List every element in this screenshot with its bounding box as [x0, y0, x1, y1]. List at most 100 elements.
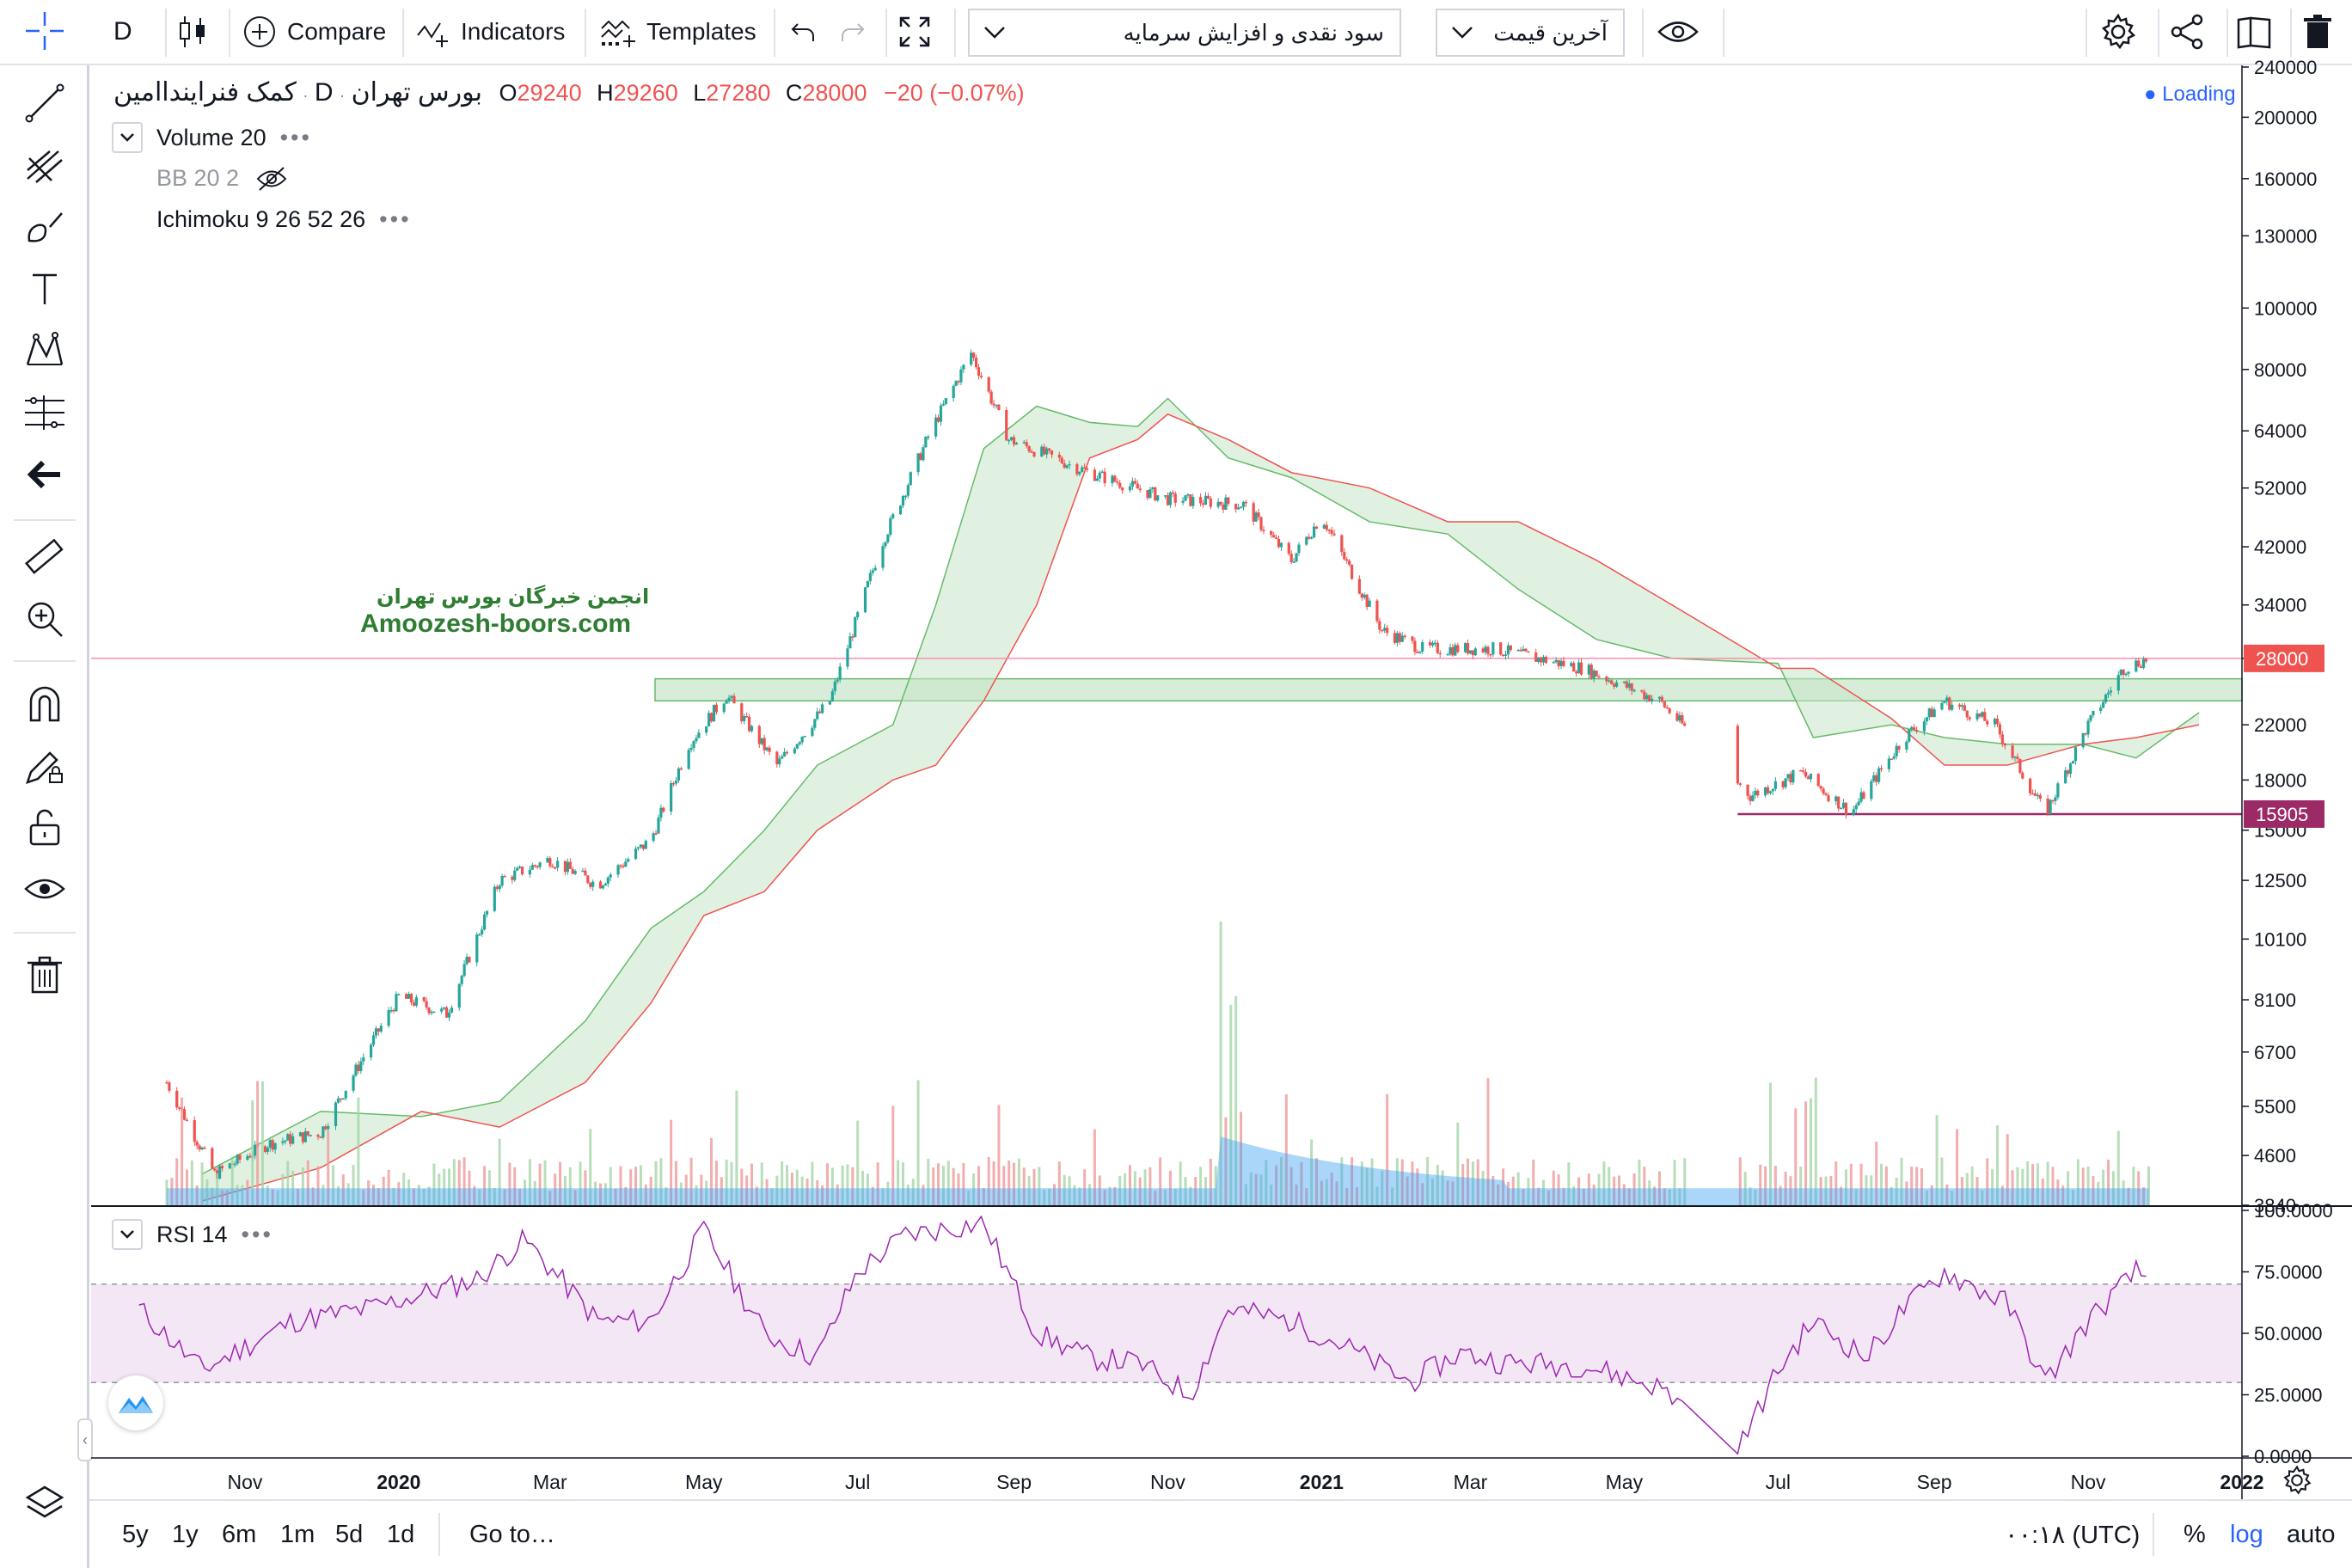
pattern-tool[interactable] — [22, 328, 67, 373]
adjustment-select[interactable]: سود نقدی و افزایش سرمایه — [968, 9, 1401, 57]
candle-body — [695, 738, 698, 742]
percent-toggle[interactable]: % — [2184, 1501, 2206, 1568]
goto-button[interactable]: Go to… — [469, 1501, 555, 1568]
bb-label[interactable]: BB 20 2 — [156, 165, 240, 191]
candle-body — [1499, 642, 1503, 655]
candle-body — [750, 726, 754, 732]
volume-bar — [952, 1167, 955, 1205]
candle-body — [1430, 642, 1435, 646]
interval-label: D — [113, 17, 132, 46]
compare-button[interactable]: Compare — [242, 0, 386, 64]
volume-bar — [1592, 1184, 1596, 1205]
range-button-5d[interactable]: 5d — [335, 1520, 364, 1548]
volume-bar — [362, 1189, 365, 1205]
more-icon[interactable]: ••• — [279, 124, 312, 150]
object-tree-button[interactable] — [22, 1480, 67, 1525]
volume-bar — [2111, 1171, 2115, 1205]
hide-drawings-tool[interactable] — [22, 867, 67, 911]
indicators-button[interactable]: Indicators — [416, 0, 565, 64]
stay-in-drawing-tool[interactable] — [22, 743, 67, 787]
candle-body — [709, 713, 714, 722]
volume-bar — [1884, 1166, 1888, 1205]
volume-bar — [982, 1187, 985, 1205]
pitchfork-tool[interactable] — [22, 143, 67, 187]
volume-bar — [1224, 1117, 1228, 1205]
timezone-button[interactable]: ۰۰:۱۸ (UTC) — [2005, 1501, 2140, 1568]
crosshair-tool[interactable] — [22, 9, 67, 53]
candle-body — [481, 929, 484, 934]
templates-button[interactable]: Templates — [600, 0, 756, 64]
candle-body — [1395, 633, 1399, 643]
settings-button[interactable] — [2099, 0, 2137, 64]
volume-bar — [2021, 1168, 2024, 1205]
volume-bar — [1613, 1176, 1616, 1205]
volume-label[interactable]: Volume 20 — [156, 124, 266, 150]
text-tool[interactable] — [22, 266, 67, 311]
volume-bar — [1773, 1166, 1777, 1205]
volume-bar — [1148, 1167, 1152, 1205]
share-button[interactable] — [2168, 0, 2206, 64]
brush-tool[interactable] — [22, 205, 67, 249]
candle-body — [2092, 710, 2095, 716]
candle-body — [1986, 720, 1989, 725]
volume-bar — [1749, 1187, 1752, 1205]
lock-drawings-tool[interactable] — [22, 805, 67, 849]
candle-body — [740, 703, 744, 722]
more-icon[interactable]: ••• — [241, 1221, 273, 1247]
prediction-tool[interactable] — [22, 390, 67, 435]
volume-bar — [2132, 1167, 2135, 1205]
volume-bar — [357, 1097, 360, 1205]
candle-body — [997, 404, 1001, 410]
range-button-1m[interactable]: 1m — [280, 1520, 315, 1548]
range-button-1y[interactable]: 1y — [172, 1520, 199, 1548]
candle-body — [707, 713, 711, 726]
auto-toggle[interactable]: auto — [2287, 1501, 2335, 1568]
price-tick-label: 6700 — [2254, 1042, 2296, 1063]
volume-bar — [1043, 1189, 1046, 1205]
candle-body — [1287, 542, 1290, 554]
trendline-tool[interactable] — [22, 81, 67, 126]
ideas-button[interactable] — [2235, 0, 2273, 64]
zoom-tool[interactable] — [22, 597, 67, 641]
magnet-tool[interactable] — [22, 681, 67, 726]
chart-style-button[interactable] — [177, 0, 208, 64]
volume-bar — [1133, 1171, 1136, 1205]
candle-body — [511, 876, 514, 880]
collapse-toolbar-button[interactable]: ‹ — [77, 1418, 93, 1461]
chevron-left-icon: ‹ — [83, 1430, 88, 1449]
volume-bar — [2000, 1185, 2004, 1205]
visibility-button[interactable] — [1657, 0, 1699, 64]
log-toggle[interactable]: log — [2230, 1501, 2263, 1568]
price-type-select[interactable]: آخرین قیمت — [1436, 9, 1625, 57]
candle-body — [1822, 788, 1825, 794]
axis-settings-button[interactable] — [2278, 1461, 2316, 1499]
candle-body — [387, 1010, 390, 1026]
collapse-legend-button[interactable] — [112, 122, 143, 153]
interval-button[interactable]: D — [113, 0, 132, 64]
volume-bar — [559, 1161, 562, 1205]
more-icon[interactable]: ••• — [379, 206, 412, 232]
tradingview-logo[interactable] — [108, 1375, 163, 1430]
collapse-legend-button[interactable] — [112, 1219, 143, 1250]
volume-bar — [1572, 1186, 1576, 1205]
ichimoku-label[interactable]: Ichimoku 9 26 52 26 — [156, 206, 366, 232]
back-tool[interactable] — [22, 452, 67, 497]
redo-button[interactable] — [837, 0, 867, 64]
candle-body — [1522, 648, 1525, 652]
candle-body — [821, 704, 824, 714]
candle-body — [493, 886, 496, 911]
range-button-1d[interactable]: 1d — [387, 1520, 415, 1548]
rsi-label[interactable]: RSI 14 — [156, 1221, 228, 1247]
range-button-5y[interactable]: 5y — [122, 1520, 149, 1548]
eye-off-icon[interactable] — [256, 166, 287, 192]
remove-drawings-tool[interactable] — [22, 952, 67, 997]
candle-body — [732, 695, 736, 704]
forecast-icon — [25, 395, 64, 430]
measure-tool[interactable] — [22, 535, 67, 579]
delete-button[interactable] — [2302, 0, 2333, 64]
range-button-6m[interactable]: 6m — [222, 1520, 257, 1548]
symbol-name[interactable]: کمک فنراینداامین — [113, 78, 297, 107]
undo-button[interactable] — [789, 0, 818, 64]
fullscreen-button[interactable] — [897, 0, 932, 64]
